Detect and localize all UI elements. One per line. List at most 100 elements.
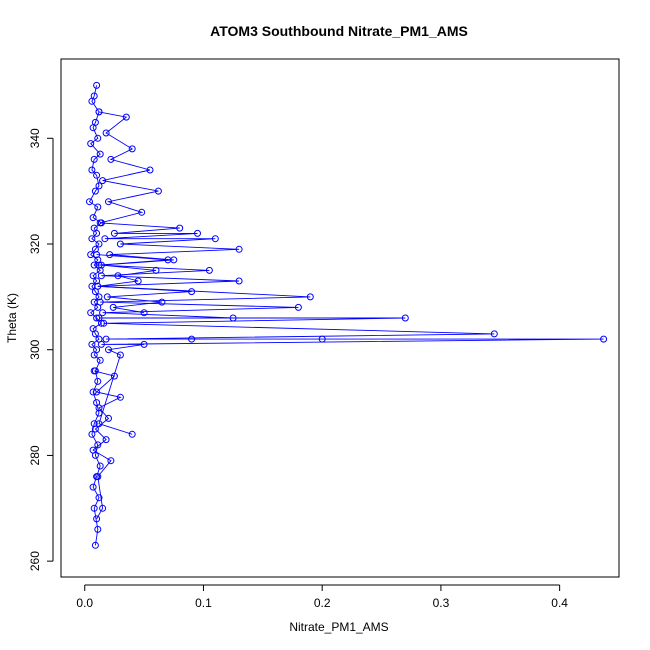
data-point [89, 214, 97, 222]
data-point [91, 187, 99, 195]
y-tick-label: 260 [28, 551, 42, 571]
data-point [128, 145, 136, 153]
data-point [97, 340, 105, 348]
data-point [194, 229, 201, 237]
data-point [90, 261, 98, 269]
data-point [90, 420, 98, 428]
data-point [114, 272, 122, 280]
data-point [105, 346, 112, 354]
y-tick-label: 340 [28, 128, 42, 148]
data-point [88, 166, 96, 174]
data-point [235, 277, 243, 285]
x-tick-label: 0.1 [195, 596, 212, 610]
data-point [99, 504, 107, 512]
data-point [95, 314, 103, 322]
data-point [95, 240, 103, 248]
data-point [176, 224, 184, 232]
data-point [106, 251, 114, 259]
data-point [146, 166, 154, 174]
data-point [102, 335, 110, 343]
data-point [90, 351, 98, 359]
x-tick-label: 0.4 [551, 596, 568, 610]
y-tick-label: 300 [28, 339, 42, 359]
data-point [87, 309, 95, 317]
data-point [93, 388, 101, 396]
data-point [91, 541, 99, 549]
data-point [158, 298, 166, 306]
data-point [93, 277, 101, 285]
data-point [122, 113, 130, 121]
data-point [96, 298, 104, 306]
data-point [96, 266, 104, 274]
series-line [96, 254, 604, 435]
data-point [134, 277, 142, 285]
data-point [154, 187, 162, 195]
data-point [86, 198, 93, 206]
series-line [97, 111, 240, 314]
data-point [94, 282, 102, 290]
data-point [90, 367, 98, 375]
data-point [93, 171, 101, 179]
data-point [600, 335, 608, 343]
data-point [94, 377, 102, 385]
data-point [116, 240, 124, 248]
data-point [116, 393, 124, 401]
data-point [109, 303, 117, 311]
data-point [94, 256, 102, 264]
data-point [101, 235, 109, 243]
data-point [87, 140, 95, 148]
x-axis: 0.0 0.1 0.2 0.3 0.4 [76, 584, 568, 610]
data-point [89, 124, 97, 132]
data-point [99, 309, 107, 317]
data-point [100, 319, 108, 327]
data-point [138, 208, 146, 216]
series-line [92, 370, 122, 520]
x-axis-title: Nitrate_PM1_AMS [289, 620, 388, 634]
chart-title: ATOM3 Southbound Nitrate_PM1_AMS [210, 23, 468, 39]
data-point [140, 309, 148, 317]
data-point [164, 256, 172, 264]
data-point [95, 108, 103, 116]
data-point [107, 155, 115, 163]
data-point [229, 314, 237, 322]
data-point [94, 525, 102, 533]
data-point [94, 203, 102, 211]
data-point [95, 494, 103, 502]
data-point [88, 97, 96, 105]
data-point [93, 515, 101, 523]
data-point [90, 504, 98, 512]
plot-marks [86, 81, 608, 549]
data-point [89, 483, 97, 491]
data-point [96, 356, 104, 364]
x-tick-label: 0.3 [433, 596, 450, 610]
data-point [110, 372, 118, 380]
data-point [95, 182, 103, 190]
data-point [105, 414, 112, 422]
data-point [95, 404, 103, 412]
data-point [93, 81, 101, 89]
data-point [88, 235, 96, 243]
data-point [306, 293, 314, 301]
data-point [88, 430, 96, 438]
data-point [90, 155, 98, 163]
data-point [99, 177, 107, 185]
data-point [188, 335, 196, 343]
data-point [93, 251, 101, 259]
data-point [235, 245, 243, 253]
data-point [128, 430, 136, 438]
y-tick-label: 320 [28, 234, 42, 254]
data-point [107, 457, 115, 465]
data-point [91, 330, 99, 338]
data-point [94, 473, 102, 481]
data-point [318, 335, 326, 343]
data-point [91, 425, 99, 433]
data-point [105, 198, 112, 206]
y-axis-title: Theta (K) [5, 293, 19, 343]
data-point [102, 436, 110, 444]
data-point [94, 134, 102, 142]
data-point [95, 261, 103, 269]
data-point [294, 303, 302, 311]
data-point [110, 229, 118, 237]
data-point [103, 293, 111, 301]
